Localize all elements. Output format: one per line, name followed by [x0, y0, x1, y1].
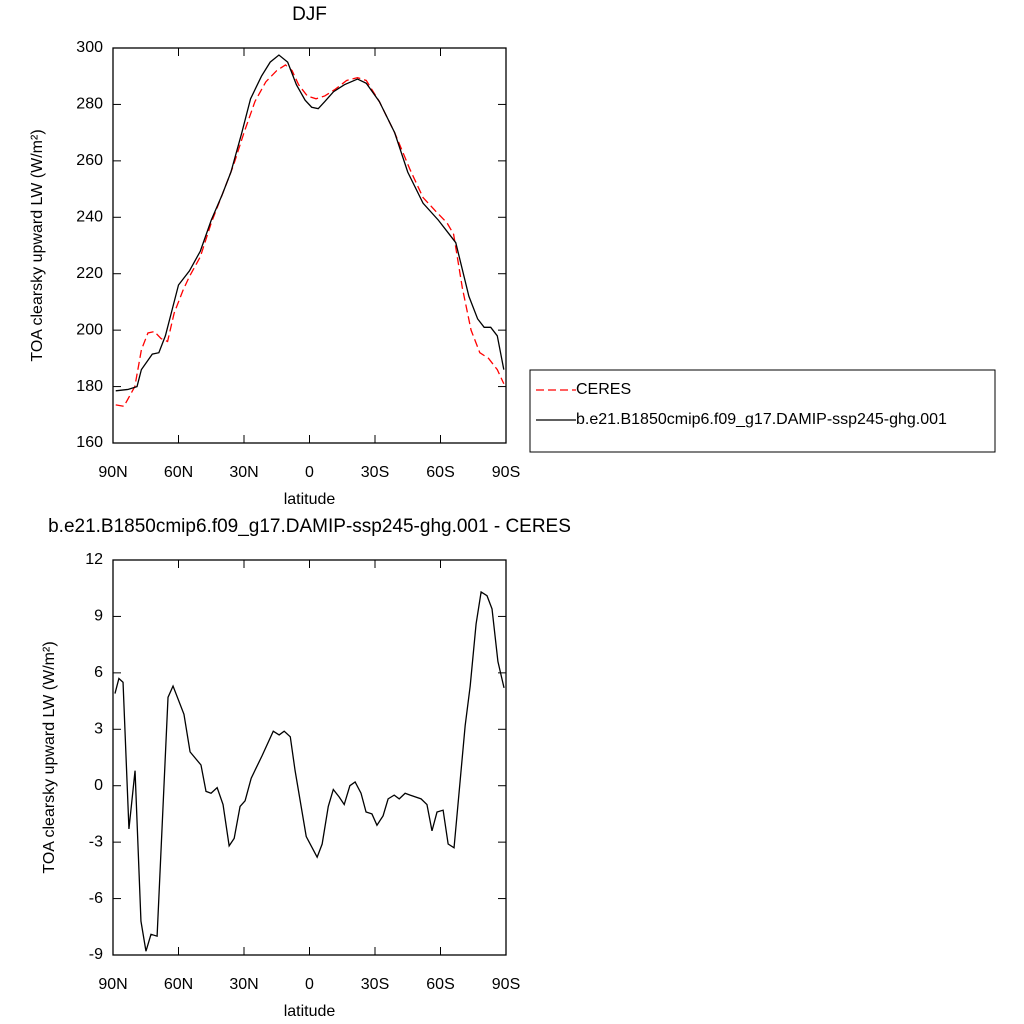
plot-frame [112, 559, 507, 956]
y-tick-label: 240 [76, 209, 103, 226]
x-axis-label: latitude [284, 1003, 336, 1020]
data-line [115, 54, 505, 392]
y-tick-label: 0 [94, 777, 103, 794]
y-axis-label: TOA clearsky upward LW (W/m²) [41, 641, 58, 873]
legend-box [529, 369, 996, 453]
x-tick-label: 30S [361, 976, 389, 993]
y-tick-label: 3 [94, 721, 103, 738]
x-tick-label: 60N [164, 464, 193, 481]
x-tick-label: 90S [492, 464, 520, 481]
x-tick-label: 0 [305, 464, 314, 481]
x-tick-label: 0 [305, 976, 314, 993]
x-tick-label: 30S [361, 464, 389, 481]
y-tick-label: 200 [76, 321, 103, 338]
y-tick-label: 160 [76, 434, 103, 451]
x-tick-label: 30N [229, 464, 258, 481]
legend-label: b.e21.B1850cmip6.f09_g17.DAMIP-ssp245-gh… [576, 411, 947, 428]
y-tick-label: 9 [94, 608, 103, 625]
y-tick-label: 300 [76, 39, 103, 56]
y-tick-label: 280 [76, 96, 103, 113]
legend-label: CERES [576, 381, 631, 398]
y-tick-label: 180 [76, 378, 103, 395]
x-tick-label: 60N [164, 976, 193, 993]
y-tick-label: 6 [94, 664, 103, 681]
plot-frame [112, 47, 507, 444]
chart-title: DJF [292, 4, 327, 25]
x-tick-label: 90S [492, 976, 520, 993]
y-tick-label: -6 [89, 890, 103, 907]
x-tick-label: 90N [98, 464, 127, 481]
chart-title: b.e21.B1850cmip6.f09_g17.DAMIP-ssp245-gh… [48, 516, 571, 537]
x-tick-label: 30N [229, 976, 258, 993]
y-tick-label: -3 [89, 833, 103, 850]
y-tick-label: 12 [85, 551, 103, 568]
x-axis-label: latitude [284, 491, 336, 508]
y-tick-label: 220 [76, 265, 103, 282]
x-tick-label: 60S [426, 464, 454, 481]
data-line [114, 590, 505, 952]
y-tick-label: -9 [89, 946, 103, 963]
x-tick-label: 60S [426, 976, 454, 993]
data-line [115, 64, 505, 408]
x-tick-label: 90N [98, 976, 127, 993]
y-tick-label: 260 [76, 152, 103, 169]
y-axis-label: TOA clearsky upward LW (W/m²) [29, 129, 46, 361]
